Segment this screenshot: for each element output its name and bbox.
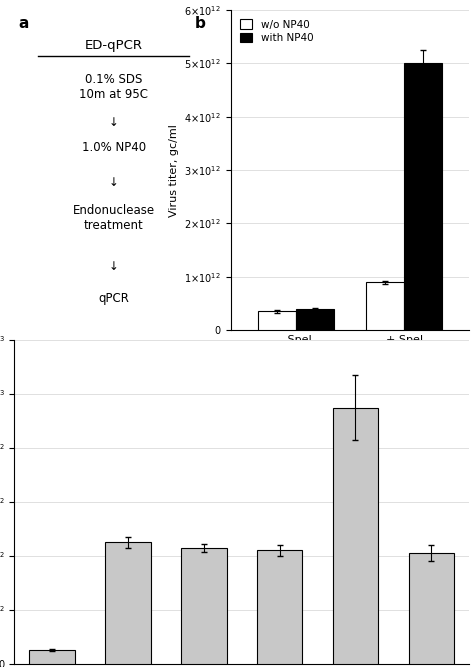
Text: ↓: ↓ bbox=[109, 259, 118, 273]
Text: qPCR: qPCR bbox=[98, 291, 129, 305]
Bar bbox=[105, 542, 151, 664]
Bar bbox=[258, 311, 296, 330]
Bar bbox=[366, 282, 404, 330]
Bar bbox=[404, 63, 442, 330]
Bar bbox=[29, 650, 75, 664]
Text: ED-qPCR: ED-qPCR bbox=[85, 39, 143, 52]
Text: a: a bbox=[18, 17, 28, 31]
Bar bbox=[181, 548, 227, 664]
Text: ↓: ↓ bbox=[109, 115, 118, 129]
Bar bbox=[296, 309, 334, 330]
Bar bbox=[409, 553, 454, 664]
Text: b: b bbox=[195, 17, 206, 31]
Y-axis label: Virus titer, gc/ml: Virus titer, gc/ml bbox=[169, 123, 179, 217]
Text: Endonuclease
treatment: Endonuclease treatment bbox=[73, 204, 155, 232]
Text: 1.0% NP40: 1.0% NP40 bbox=[82, 141, 146, 154]
Text: 0.1% SDS
10m at 95C: 0.1% SDS 10m at 95C bbox=[79, 73, 148, 101]
Text: ↓: ↓ bbox=[109, 176, 118, 189]
Bar bbox=[333, 408, 378, 664]
Legend: w/o NP40, with NP40: w/o NP40, with NP40 bbox=[236, 15, 318, 47]
Bar bbox=[257, 550, 302, 664]
